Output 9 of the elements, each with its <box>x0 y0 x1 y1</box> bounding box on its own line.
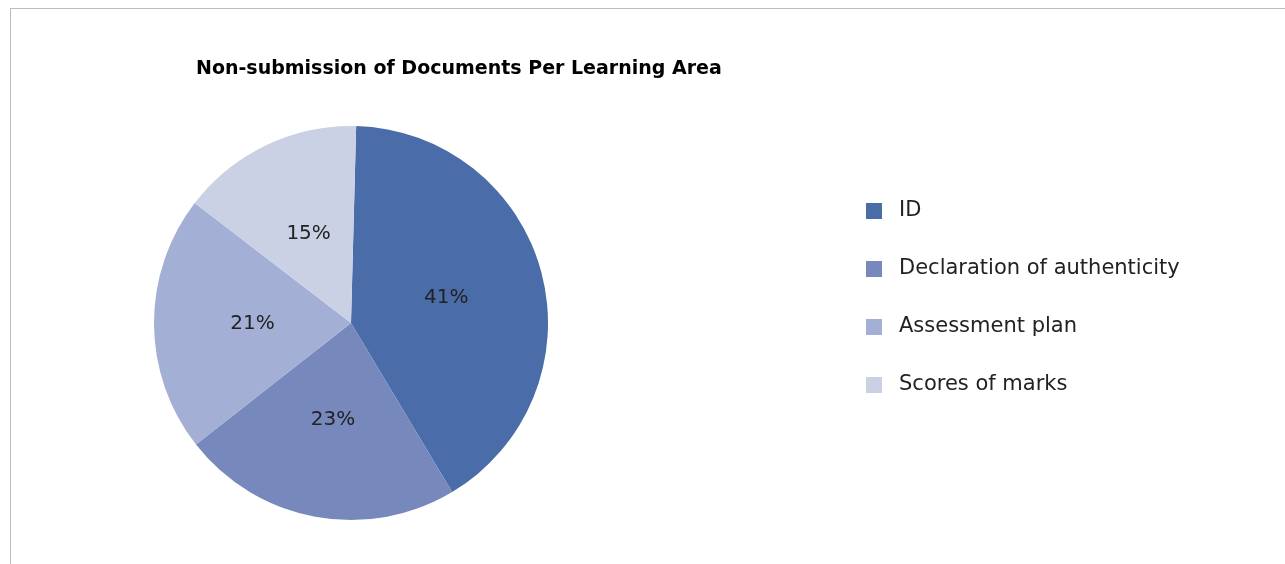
data-label: 21% <box>230 309 275 334</box>
chart-title: Non-submission of Documents Per Learning Area <box>196 55 722 78</box>
legend-label: ID <box>899 197 922 222</box>
data-label: 15% <box>286 220 331 245</box>
data-label: 41% <box>424 284 469 309</box>
legend-label: Declaration of authenticity <box>899 255 1180 280</box>
legend-label: Assessment plan <box>899 313 1077 338</box>
data-label: 23% <box>310 406 356 431</box>
legend-label: Scores of marks <box>899 371 1068 396</box>
